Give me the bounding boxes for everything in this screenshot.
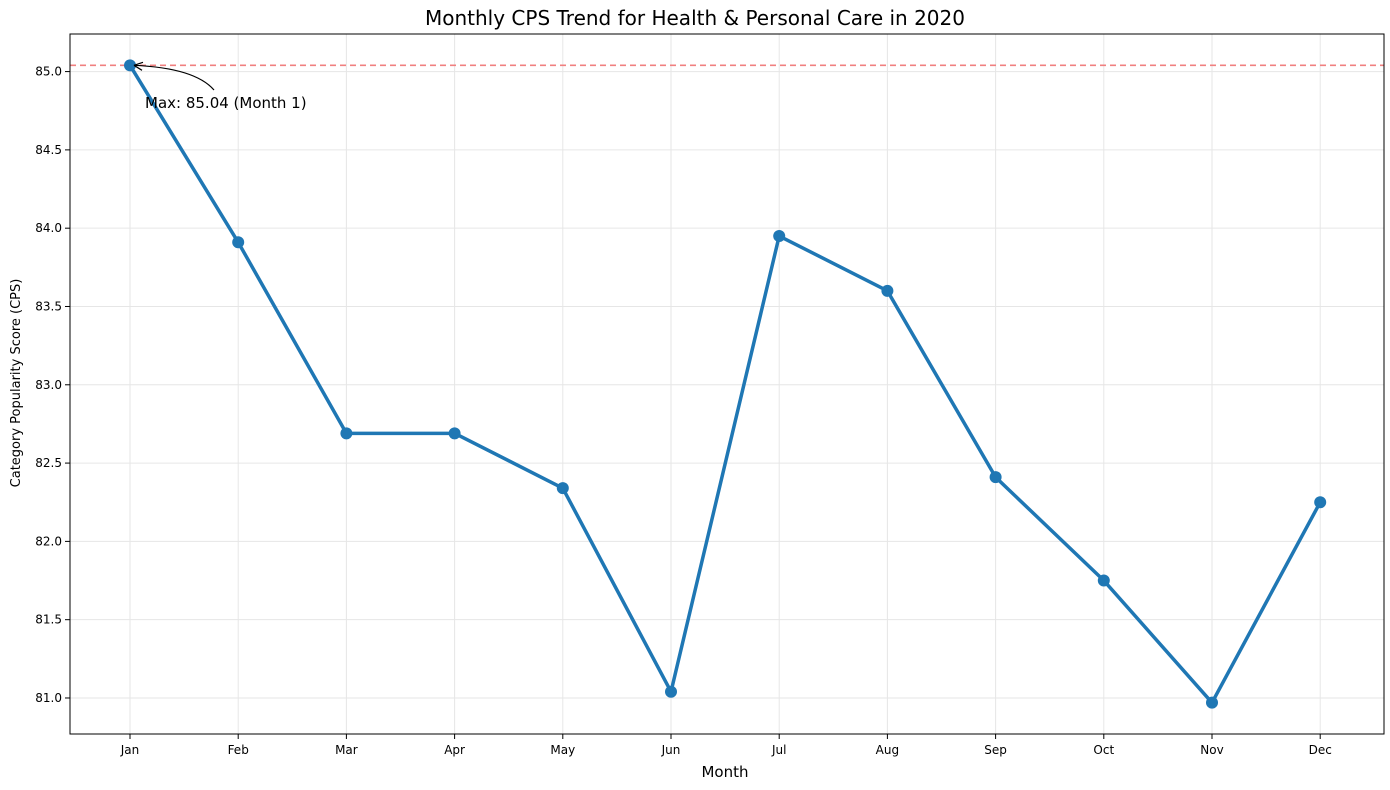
annotation-arrow: [133, 64, 215, 91]
y-tick-label: 85.0: [35, 65, 62, 79]
x-tick-label: Feb: [228, 743, 249, 757]
data-point: [340, 427, 353, 440]
x-tick-label: May: [550, 743, 575, 757]
data-point: [556, 482, 569, 495]
series-layer: [124, 59, 1327, 709]
x-tick-label: Oct: [1093, 743, 1114, 757]
y-tick-label: 83.5: [35, 299, 62, 313]
x-tick-label: Aug: [876, 743, 899, 757]
x-axis-label: Month: [701, 763, 748, 781]
x-tick-label: Jan: [120, 743, 140, 757]
plot-frame: [69, 33, 1385, 735]
y-tick-label: 84.5: [35, 143, 62, 157]
x-tick-label: Jul: [771, 743, 786, 757]
data-point: [1314, 496, 1327, 509]
x-tick-label: Sep: [984, 743, 1007, 757]
annotation-layer: Max: 85.04 (Month 1): [133, 61, 307, 112]
y-tick-label: 82.5: [35, 456, 62, 470]
axes-layer: Jan Feb Mar Apr May Jun Jul Aug Sep Oct Nov Dec 81.0…: [35, 33, 1385, 757]
x-tick-label: Dec: [1309, 743, 1332, 757]
y-tick-label: 84.0: [35, 221, 62, 235]
y-tick-label: 82.0: [35, 534, 62, 548]
y-tick-label: 81.5: [35, 613, 62, 627]
x-tick-label: Jun: [661, 743, 681, 757]
chart-title: Monthly CPS Trend for Health & Personal …: [425, 6, 965, 30]
y-tick-label: 81.0: [35, 691, 62, 705]
data-point: [232, 236, 245, 249]
data-point: [448, 427, 461, 440]
data-point: [1097, 574, 1110, 587]
data-point: [665, 685, 677, 698]
y-tick-label: 83.0: [35, 378, 62, 392]
max-annotation-label: Max: 85.04 (Month 1): [145, 94, 307, 112]
data-point: [1206, 696, 1218, 709]
grid-layer: [70, 34, 1384, 734]
data-point: [989, 471, 1002, 484]
series-line: [128, 63, 1322, 705]
x-tick-label: Mar: [335, 743, 358, 757]
x-tick-label: Nov: [1200, 743, 1223, 757]
data-point: [773, 230, 786, 243]
y-axis-label: Category Popularity Score (CPS): [9, 279, 24, 488]
annotation-arrowhead: [133, 61, 144, 71]
x-tick-label: Apr: [444, 743, 465, 757]
data-point: [124, 59, 136, 72]
data-point: [881, 284, 894, 297]
